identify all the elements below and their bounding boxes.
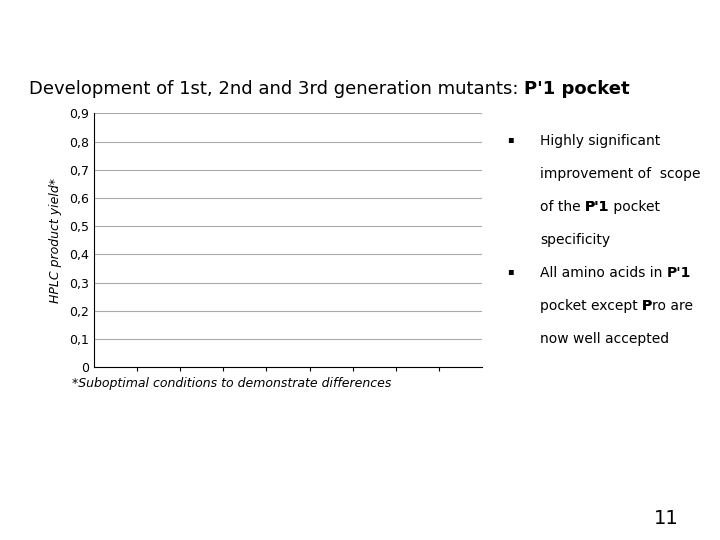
Text: ro are: ro are <box>652 299 693 313</box>
Text: P'1: P'1 <box>585 200 609 214</box>
Text: Peptiligase Specificity – P’ 1 pocket mutagenesis: Peptiligase Specificity – P’ 1 pocket mu… <box>29 25 468 43</box>
Text: now well accepted: now well accepted <box>540 332 669 346</box>
Text: pocket: pocket <box>609 200 660 214</box>
Text: P'1: P'1 <box>667 266 691 280</box>
Text: P: P <box>642 299 652 313</box>
Text: Highly significant: Highly significant <box>540 134 660 148</box>
Text: P'1 pocket: P'1 pocket <box>524 80 630 98</box>
Text: P: P <box>642 299 652 313</box>
Text: ▪: ▪ <box>508 266 514 276</box>
Text: *Suboptimal conditions to demonstrate differences: *Suboptimal conditions to demonstrate di… <box>72 377 392 390</box>
Text: ▪: ▪ <box>508 134 514 144</box>
Text: specificity: specificity <box>540 233 610 247</box>
Text: pocket except: pocket except <box>540 299 642 313</box>
Text: All amino acids in: All amino acids in <box>540 266 667 280</box>
Text: of the: of the <box>540 200 585 214</box>
Text: Development of 1st, 2nd and 3rd generation mutants:: Development of 1st, 2nd and 3rd generati… <box>29 80 524 98</box>
Text: P'1: P'1 <box>585 200 609 214</box>
Text: improvement of  scope: improvement of scope <box>540 167 701 181</box>
Y-axis label: HPLC product yield*: HPLC product yield* <box>49 178 62 303</box>
Text: 11: 11 <box>654 509 678 528</box>
